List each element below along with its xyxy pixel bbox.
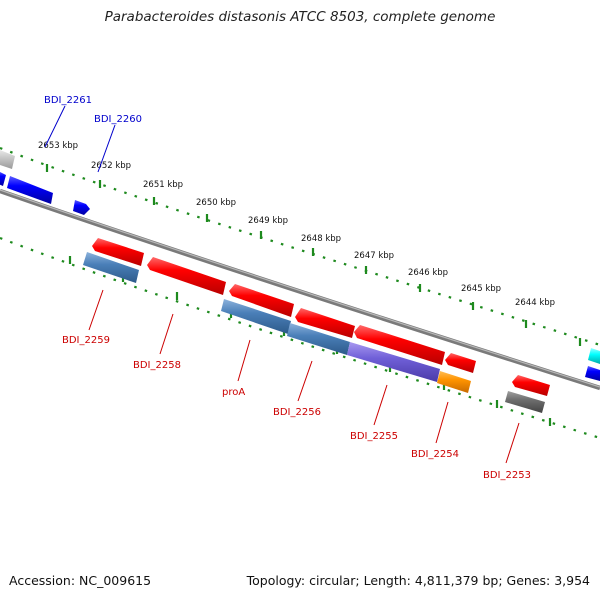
gene-arrow[interactable] bbox=[437, 371, 471, 393]
gene-arrow[interactable] bbox=[0, 150, 15, 169]
kbp-label: 2645 kbp bbox=[461, 284, 501, 294]
gene-arrow[interactable] bbox=[347, 342, 440, 382]
kbp-labels: 2653 kbp 2652 kbp 2651 kbp 2650 kbp 2649… bbox=[38, 141, 555, 308]
forward-label-leaders bbox=[44, 105, 116, 173]
gene-arrow[interactable] bbox=[354, 325, 445, 365]
genome-summary-text: Topology: circular; Length: 4,811,379 bp… bbox=[246, 573, 590, 588]
kbp-label: 2651 kbp bbox=[143, 180, 183, 190]
map-title: Parabacteroides distasonis ATCC 8503, co… bbox=[104, 9, 496, 25]
gene-label-BDI_2253[interactable]: BDI_2253 bbox=[483, 470, 531, 481]
reverse-label-leaders bbox=[88, 289, 520, 464]
gene-label-BDI_2258[interactable]: BDI_2258 bbox=[133, 360, 181, 371]
gene-arrow[interactable] bbox=[221, 299, 291, 334]
kbp-label: 2644 kbp bbox=[515, 298, 555, 308]
kbp-major-ticks bbox=[45, 164, 582, 346]
kbp-label: 2647 kbp bbox=[354, 251, 394, 261]
accession-text: Accession: NC_009615 bbox=[9, 573, 152, 588]
gene-arrow[interactable] bbox=[229, 284, 294, 317]
gene-label-BDI_2255[interactable]: BDI_2255 bbox=[350, 431, 398, 442]
gene-label-BDI_2260[interactable]: BDI_2260 bbox=[94, 114, 142, 125]
gene-arrow[interactable] bbox=[7, 176, 53, 204]
gene-arrow[interactable] bbox=[92, 238, 144, 266]
reverse-genes bbox=[83, 238, 550, 413]
gene-arrow[interactable] bbox=[445, 353, 476, 373]
kbp-label: 2646 kbp bbox=[408, 268, 448, 278]
genome-backbone bbox=[0, 188, 600, 391]
gene-arrow[interactable] bbox=[295, 308, 355, 338]
gene-label-BDI_2256[interactable]: BDI_2256 bbox=[273, 407, 321, 418]
gene-arrow[interactable] bbox=[512, 375, 550, 396]
gene-label-BDI_2259[interactable]: BDI_2259 bbox=[62, 335, 110, 346]
gene-arrow[interactable] bbox=[147, 257, 226, 295]
gene-label-BDI_2254[interactable]: BDI_2254 bbox=[411, 449, 459, 460]
kbp-label: 2650 kbp bbox=[196, 198, 236, 208]
gene-arrow[interactable] bbox=[588, 348, 600, 364]
forward-genes bbox=[0, 150, 600, 381]
gene-arrow[interactable] bbox=[505, 391, 545, 413]
gene-arrow[interactable] bbox=[0, 171, 6, 186]
gene-label-proA[interactable]: proA bbox=[222, 387, 245, 398]
kbp-label: 2652 kbp bbox=[91, 161, 131, 171]
gene-arrow[interactable] bbox=[73, 200, 90, 215]
kbp-label: 2649 kbp bbox=[248, 216, 288, 226]
gene-arrow[interactable] bbox=[83, 252, 139, 283]
kbp-label: 2648 kbp bbox=[301, 234, 341, 244]
gene-label-BDI_2261[interactable]: BDI_2261 bbox=[44, 95, 92, 106]
outer-tick-track bbox=[0, 146, 600, 347]
gene-arrow[interactable] bbox=[585, 366, 600, 381]
gene-arrow[interactable] bbox=[287, 323, 350, 355]
kbp-label: 2653 kbp bbox=[38, 141, 78, 151]
